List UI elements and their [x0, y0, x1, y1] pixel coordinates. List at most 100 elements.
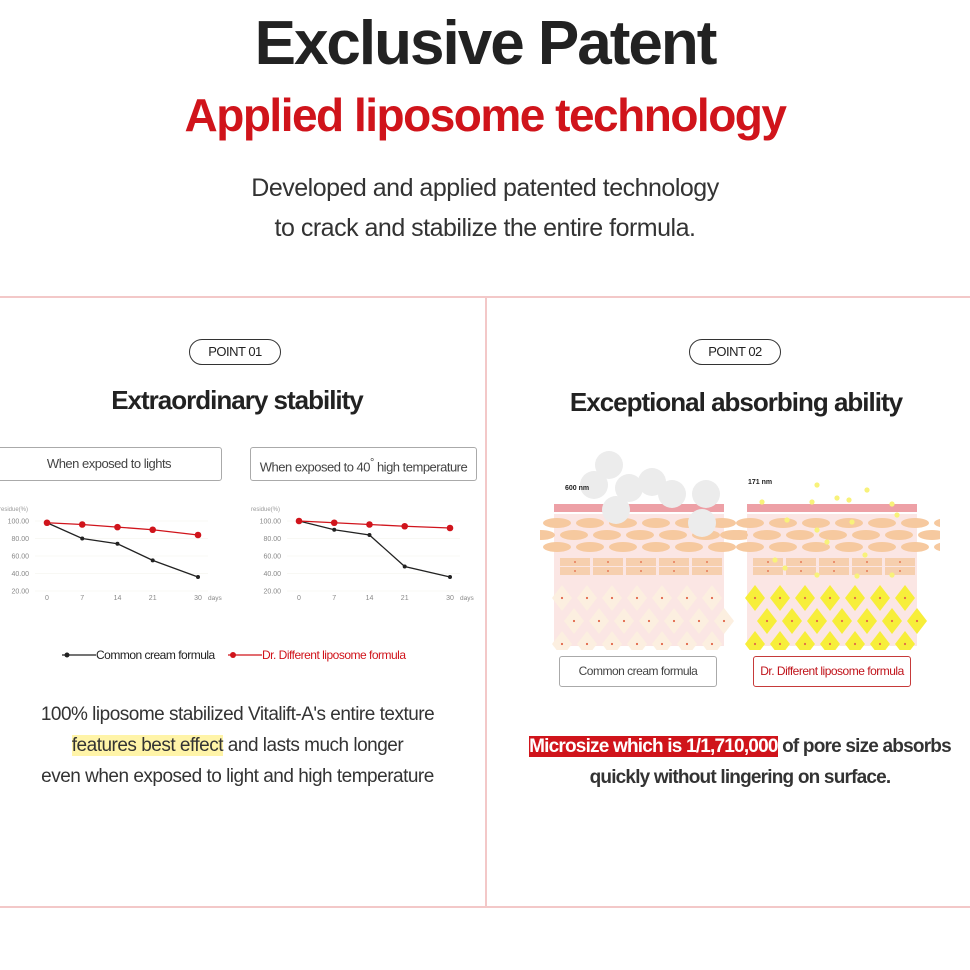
- liposome-particle: [782, 565, 788, 571]
- skin-cell: [626, 530, 654, 540]
- liposome-particle: [846, 497, 852, 503]
- cream-particle: [692, 480, 720, 508]
- data-point: [295, 517, 303, 525]
- dermis-cell: [627, 631, 647, 650]
- nucleus: [828, 642, 832, 646]
- nucleus: [560, 596, 564, 600]
- nucleus: [672, 619, 676, 623]
- label-text: When exposed to 40: [259, 459, 371, 475]
- skin-cell: [609, 542, 637, 552]
- label-common: Common cream formula: [559, 656, 717, 687]
- data-point: [149, 526, 156, 534]
- nucleus: [800, 570, 802, 572]
- y-tick-label: 80.00: [11, 536, 29, 543]
- liposome-particle: [889, 501, 895, 507]
- nucleus: [800, 561, 802, 563]
- skin-cell: [835, 518, 863, 528]
- nucleus: [673, 561, 675, 563]
- nucleus: [607, 570, 609, 572]
- skin-absorption-illustration: [540, 451, 940, 650]
- nucleus: [866, 561, 868, 563]
- skin-cell: [642, 542, 670, 552]
- nucleus: [622, 619, 626, 623]
- nucleus: [803, 642, 807, 646]
- nucleus: [574, 570, 576, 572]
- point-01-title: Extraordinary stability: [111, 385, 364, 415]
- nucleus: [866, 570, 868, 572]
- skin-cell: [852, 530, 880, 540]
- liposome-particle: [809, 499, 815, 505]
- liposome-particle: [862, 552, 868, 558]
- label-text: high temperature: [373, 459, 468, 475]
- skin-cell: [868, 518, 896, 528]
- liposome-particle: [784, 517, 790, 523]
- x-tick-label: 21: [401, 595, 409, 602]
- data-point: [401, 522, 409, 530]
- nucleus: [647, 619, 651, 623]
- data-point: [80, 536, 85, 541]
- skin-cell: [901, 518, 929, 528]
- cream-particle: [658, 480, 686, 508]
- data-point: [402, 564, 407, 569]
- series-line: [298, 520, 451, 578]
- liposome-particle: [849, 519, 855, 525]
- skin-cell: [769, 542, 797, 552]
- legend-common-label: Common cream formula: [96, 648, 215, 662]
- dermis-cell: [870, 631, 890, 650]
- legend-common-marker: [62, 652, 96, 658]
- text-line: quickly without lingering on surface.: [589, 767, 892, 788]
- point-02-badge: POINT 02: [689, 339, 781, 365]
- data-point: [115, 541, 120, 546]
- skin-cell: [918, 530, 940, 540]
- nucleus: [660, 642, 664, 646]
- nucleus: [660, 596, 664, 600]
- x-tick-label: 0: [297, 595, 301, 602]
- data-point: [114, 523, 121, 531]
- nucleus: [597, 619, 601, 623]
- cream-particle: [580, 471, 608, 499]
- text-rest: of pore size absorbs: [777, 736, 952, 757]
- liposome-particle: [814, 572, 820, 578]
- nucleus: [803, 596, 807, 600]
- skin-cell: [753, 530, 781, 540]
- page-title: Exclusive Patent: [254, 9, 718, 78]
- point-02-title: Exceptional absorbing ability: [569, 387, 903, 417]
- nucleus: [767, 561, 769, 563]
- data-point: [367, 533, 372, 537]
- skin-cell: [802, 542, 830, 552]
- x-tick-label: 0: [45, 595, 49, 602]
- nucleus: [706, 570, 708, 572]
- x-tick-label: 7: [332, 595, 336, 602]
- nucleus: [915, 619, 919, 623]
- liposome-particle: [772, 557, 778, 563]
- liposome-particle: [889, 572, 895, 578]
- skin-surface: [747, 504, 917, 512]
- nucleus: [673, 570, 675, 572]
- dermis-cell: [577, 631, 597, 650]
- y-axis-label: residue(%): [251, 507, 280, 513]
- liposome-particle: [824, 539, 830, 545]
- y-tick-label: 20.00: [263, 589, 281, 596]
- nucleus: [574, 561, 576, 563]
- nucleus: [685, 596, 689, 600]
- nucleus: [767, 570, 769, 572]
- nucleus: [753, 642, 757, 646]
- x-axis-label: days: [208, 595, 222, 602]
- text-line: features best effect and lasts much long…: [0, 730, 475, 761]
- skin-cell: [819, 530, 847, 540]
- legend-liposome-marker: [228, 652, 262, 658]
- nucleus: [828, 596, 832, 600]
- dermis-cell: [677, 631, 697, 650]
- description-line: Developed and applied patented technolog…: [251, 174, 719, 202]
- skin-cell: [736, 542, 764, 552]
- data-point: [446, 524, 454, 532]
- y-tick-label: 80.00: [263, 536, 281, 543]
- y-tick-label: 60.00: [263, 554, 281, 561]
- nucleus: [635, 596, 639, 600]
- liposome-particle: [894, 512, 900, 518]
- nucleus: [640, 570, 642, 572]
- nucleus: [710, 642, 714, 646]
- nucleus: [560, 642, 564, 646]
- liposome-particle: [814, 527, 820, 533]
- y-tick-label: 20.00: [11, 589, 29, 596]
